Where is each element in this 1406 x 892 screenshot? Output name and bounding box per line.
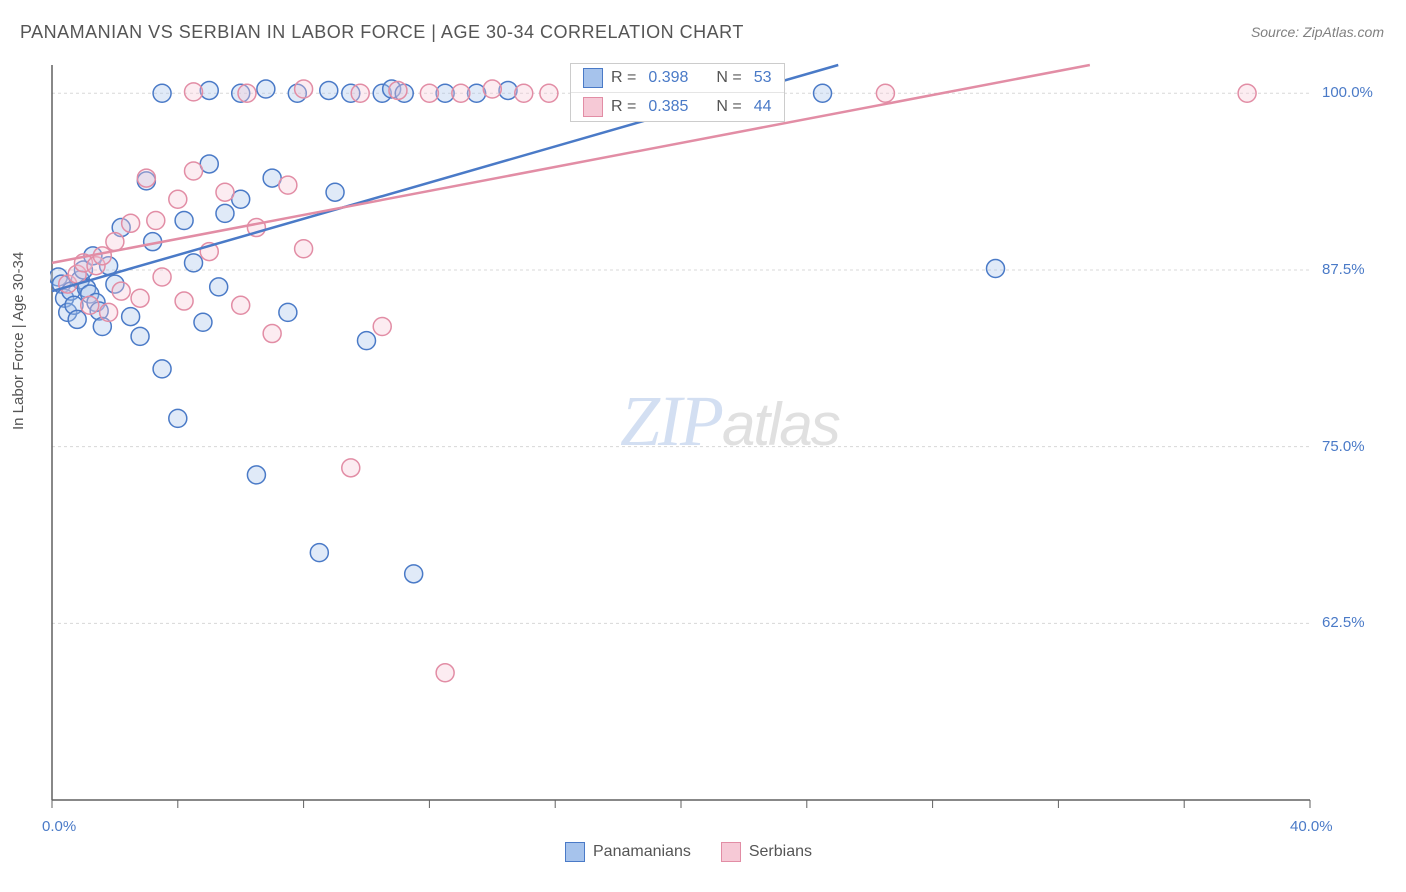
chart-title: PANAMANIAN VS SERBIAN IN LABOR FORCE | A…: [20, 22, 744, 43]
stat-r-label2: R =: [611, 98, 636, 116]
y-axis-label: In Labor Force | Age 30-34: [10, 252, 27, 430]
y-tick-label: 87.5%: [1322, 261, 1365, 278]
x-tick-label-max: 40.0%: [1290, 818, 1333, 835]
stats-legend-box: R = 0.398 N = 53 R = 0.385 N = 44: [570, 63, 785, 122]
bottom-legend: Panamanians Serbians: [565, 842, 812, 862]
legend-swatch-serbians-icon: [721, 842, 741, 862]
stat-n-label: N =: [716, 69, 741, 87]
stat-n-value-1: 53: [754, 69, 772, 87]
legend-item-panamanians: Panamanians: [565, 842, 691, 862]
swatch-serbians-icon: [583, 97, 603, 117]
source-label: Source: ZipAtlas.com: [1251, 24, 1384, 40]
stat-n-label2: N =: [716, 98, 741, 116]
swatch-panamanians-icon: [583, 68, 603, 88]
stat-n-value-2: 44: [754, 98, 772, 116]
legend-label-serbians: Serbians: [749, 843, 812, 861]
y-tick-label: 62.5%: [1322, 614, 1365, 631]
legend-swatch-panamanians-icon: [565, 842, 585, 862]
plot-svg: [50, 60, 1370, 820]
stats-row-serbians: R = 0.385 N = 44: [571, 92, 784, 121]
scatter-plot: [50, 60, 1370, 820]
stat-r-label: R =: [611, 69, 636, 87]
legend-label-panamanians: Panamanians: [593, 843, 691, 861]
stat-r-value-1: 0.398: [648, 69, 688, 87]
x-tick-label-min: 0.0%: [42, 818, 76, 835]
stats-row-panamanians: R = 0.398 N = 53: [571, 64, 784, 92]
stat-r-value-2: 0.385: [648, 98, 688, 116]
y-tick-label: 75.0%: [1322, 438, 1365, 455]
y-tick-label: 100.0%: [1322, 84, 1373, 101]
legend-item-serbians: Serbians: [721, 842, 812, 862]
